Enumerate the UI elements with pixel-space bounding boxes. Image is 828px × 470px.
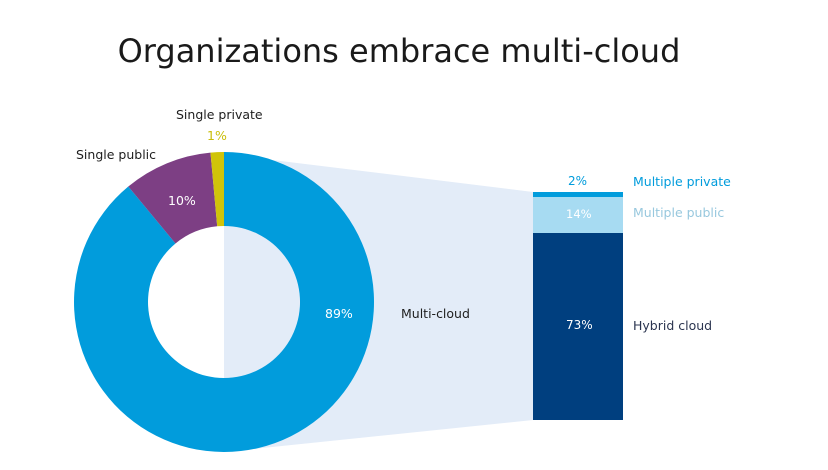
bar-segment-multiple-private[interactable] bbox=[533, 192, 623, 197]
label-multiple-private: Multiple private bbox=[633, 174, 731, 189]
value-multi-cloud: 89% bbox=[325, 306, 353, 321]
bar-segment-hybrid-cloud[interactable] bbox=[533, 233, 623, 420]
bar-segment-multiple-public[interactable] bbox=[533, 197, 623, 233]
chart-title: Organizations embrace multi-cloud bbox=[117, 32, 681, 70]
donut-segment-single-public[interactable] bbox=[128, 152, 218, 244]
value-single-public: 10% bbox=[168, 193, 196, 208]
label-multiple-public: Multiple public bbox=[633, 205, 725, 220]
label-single-public: Single public bbox=[76, 147, 157, 162]
donut-segment-multi-cloud[interactable] bbox=[74, 152, 375, 452]
value-multiple-private: 2% bbox=[568, 174, 588, 188]
label-multi-cloud: Multi-cloud bbox=[401, 306, 470, 321]
value-single-private: 1% bbox=[207, 128, 227, 143]
label-hybrid-cloud: Hybrid cloud bbox=[633, 318, 713, 333]
value-hybrid-cloud: 73% bbox=[566, 318, 593, 332]
donut-segment-single-private[interactable] bbox=[210, 151, 225, 227]
label-single-private: Single private bbox=[176, 107, 263, 122]
value-multiple-public: 14% bbox=[566, 207, 592, 221]
